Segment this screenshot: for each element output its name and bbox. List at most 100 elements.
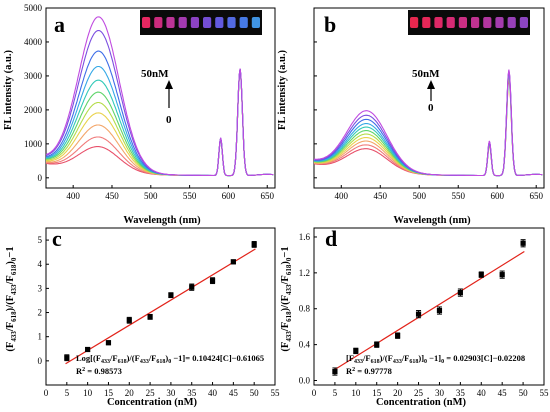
panel-b-strip-cell (483, 17, 492, 28)
panel-d-point (332, 368, 338, 375)
panel-c-ytick-label: 3 (38, 283, 43, 293)
panel-d-equation: [F433/F618)/(F433/F618)]0 −1]0 = 0.02903… (346, 353, 525, 365)
panel-c-xtick-label: 10 (83, 388, 93, 398)
panel-b-series (313, 69, 543, 177)
panel-a-strip-cell (190, 17, 199, 28)
panel-c-xlabel: Concentration (nM) (107, 397, 198, 408)
panel-b-xlabel: Wavelength (nm) (393, 215, 471, 226)
panel-c-xtick-label: 50 (250, 388, 260, 398)
panel-c-xtick-label: 15 (104, 388, 114, 398)
panel-d-point (436, 307, 443, 314)
panel-a-strip-cell (154, 17, 163, 28)
panel-a-axes: 400 450 500 550 600 650 0 1000 2000 3000 4000 5000 (24, 3, 276, 201)
panel-a-annotation-bottom: 0 (166, 114, 172, 126)
panel-c-ytick-label: 1 (38, 332, 43, 342)
panel-a-xlabel: Wavelength (nm) (123, 215, 201, 226)
panel-b: 400 450 500 550 600 650 b 50nM 0 Wavelength (nm)… (277, 7, 545, 226)
panel-c-ytick-label: 2 (38, 308, 43, 318)
panel-a-strip-cell (166, 17, 175, 28)
panel-d-fit-line (333, 250, 525, 371)
panel-c-point (147, 314, 153, 320)
panel-d-xtick-label: 0 (312, 388, 317, 398)
panel-a-series (45, 16, 274, 177)
panel-d-xtick-label: 10 (351, 388, 361, 398)
panel-d-points (332, 239, 526, 376)
panel-c-xtick-label: 55 (271, 388, 281, 398)
panel-a-strip-cell (215, 17, 224, 28)
panel-a-xtick-label: 550 (183, 191, 197, 201)
panel-c-point (168, 292, 174, 298)
panel-c-points (64, 241, 257, 362)
panel-d-ytick-label: 0.8 (299, 304, 311, 314)
panel-a-ytick-label: 4000 (24, 37, 43, 47)
panel-a-strip-cell (203, 17, 212, 28)
panel-c-r2: R2 = 0.98573 (76, 366, 122, 376)
panel-d-xlabel: Concentration (nM) (376, 397, 467, 408)
panel-c-xtick-label: 35 (187, 388, 197, 398)
panel-a-strip-cell (239, 17, 248, 28)
panel-b-xtick-label: 650 (529, 191, 543, 201)
panel-b-frame (313, 7, 545, 189)
panel-a-ytick-label: 1000 (24, 139, 43, 149)
panel-d-xtick-label: 5 (333, 388, 338, 398)
panel-d: 0 5 10 15 20 25 30 35 40 45 50 550.00.40.81.21.6 d … (280, 226, 549, 408)
panel-b-strip-cell (422, 17, 431, 28)
panel-d-label: d (325, 226, 337, 251)
panel-d-xtick-label: 15 (372, 388, 382, 398)
panel-b-strip-cell (458, 17, 467, 28)
panel-c-point (105, 340, 112, 346)
panel-a-xtick-label: 400 (66, 191, 80, 201)
panel-d-fit (333, 250, 525, 371)
panel-d-xtick-label: 55 (540, 388, 550, 398)
panel-c-fit (65, 248, 256, 365)
panel-a-xtick-label: 450 (105, 191, 119, 201)
panel-b-xtick-label: 500 (413, 191, 427, 201)
panel-a-xtick-label: 650 (260, 191, 274, 201)
panel-c-ylabel: (F433/F618)/(F433/F618)0−1 (5, 246, 18, 351)
panel-b-xtick-label: 400 (335, 191, 349, 201)
panel-b-strip-cell (495, 17, 504, 28)
panel-c-xtick-label: 20 (125, 388, 135, 398)
panel-a-strip-cell (178, 17, 187, 28)
panel-a-arrow (165, 80, 173, 108)
panel-b-strip-cell (446, 17, 455, 28)
panel-a-strip-cell (251, 17, 260, 28)
panel-d-ytick-label: 1.2 (299, 268, 310, 278)
panel-d-axes: 0 5 10 15 20 25 30 35 40 45 50 55 0.0 0.4 0.8 1.2 1.6 (299, 227, 550, 398)
panel-c-xtick-label: 0 (44, 388, 49, 398)
panel-b-annotation-top: 50nM (412, 68, 440, 80)
panel-a-strip-cell (227, 17, 236, 28)
panel-d-ytick-label: 0.4 (299, 340, 311, 350)
panel-d-xtick-label: 25 (414, 388, 424, 398)
panel-b-xtick-label: 550 (451, 191, 465, 201)
panel-c-equation: Log[(F433/F618)/(F433/F618)0 −1]= 0.1042… (76, 353, 264, 365)
panel-c-xtick-label: 45 (229, 388, 239, 398)
panel-c-point (85, 346, 91, 353)
panel-c-label: c (52, 226, 62, 251)
panel-d-xtick-label: 30 (435, 388, 445, 398)
panel-d-point (457, 289, 463, 296)
panel-a-strip-cell (142, 17, 151, 28)
panel-a-ytick-label: 2000 (24, 105, 43, 115)
panel-b-series-line (313, 79, 543, 177)
panel-a-ytick-label: 3000 (24, 71, 43, 81)
panel-b-strip-cell (410, 17, 419, 28)
panel-c-ytick-label: 5 (38, 235, 43, 245)
panel-d-ytick-label: 0.0 (299, 376, 311, 386)
panel-c-point (209, 278, 216, 284)
panel-c-xtick-label: 30 (166, 388, 176, 398)
panel-d-ytick-label: 1.6 (299, 232, 311, 242)
panel-d-xtick-label: 50 (519, 388, 529, 398)
panel-a-ylabel: FL intensity (a.u.) (3, 50, 14, 130)
panel-d-point (415, 311, 422, 317)
panel-b-xtick-label: 450 (374, 191, 388, 201)
panel-d-r2: R2 = 0.97778 (346, 366, 392, 376)
panel-c-point (230, 259, 236, 265)
panel-b-strip-cell (434, 17, 443, 28)
panel-a-series-line (45, 16, 274, 177)
panel-a-label: a (54, 12, 65, 37)
panel-b-strip-cell (519, 17, 528, 28)
panel-b-strip-cell (471, 17, 480, 28)
panel-d-point (374, 342, 380, 348)
